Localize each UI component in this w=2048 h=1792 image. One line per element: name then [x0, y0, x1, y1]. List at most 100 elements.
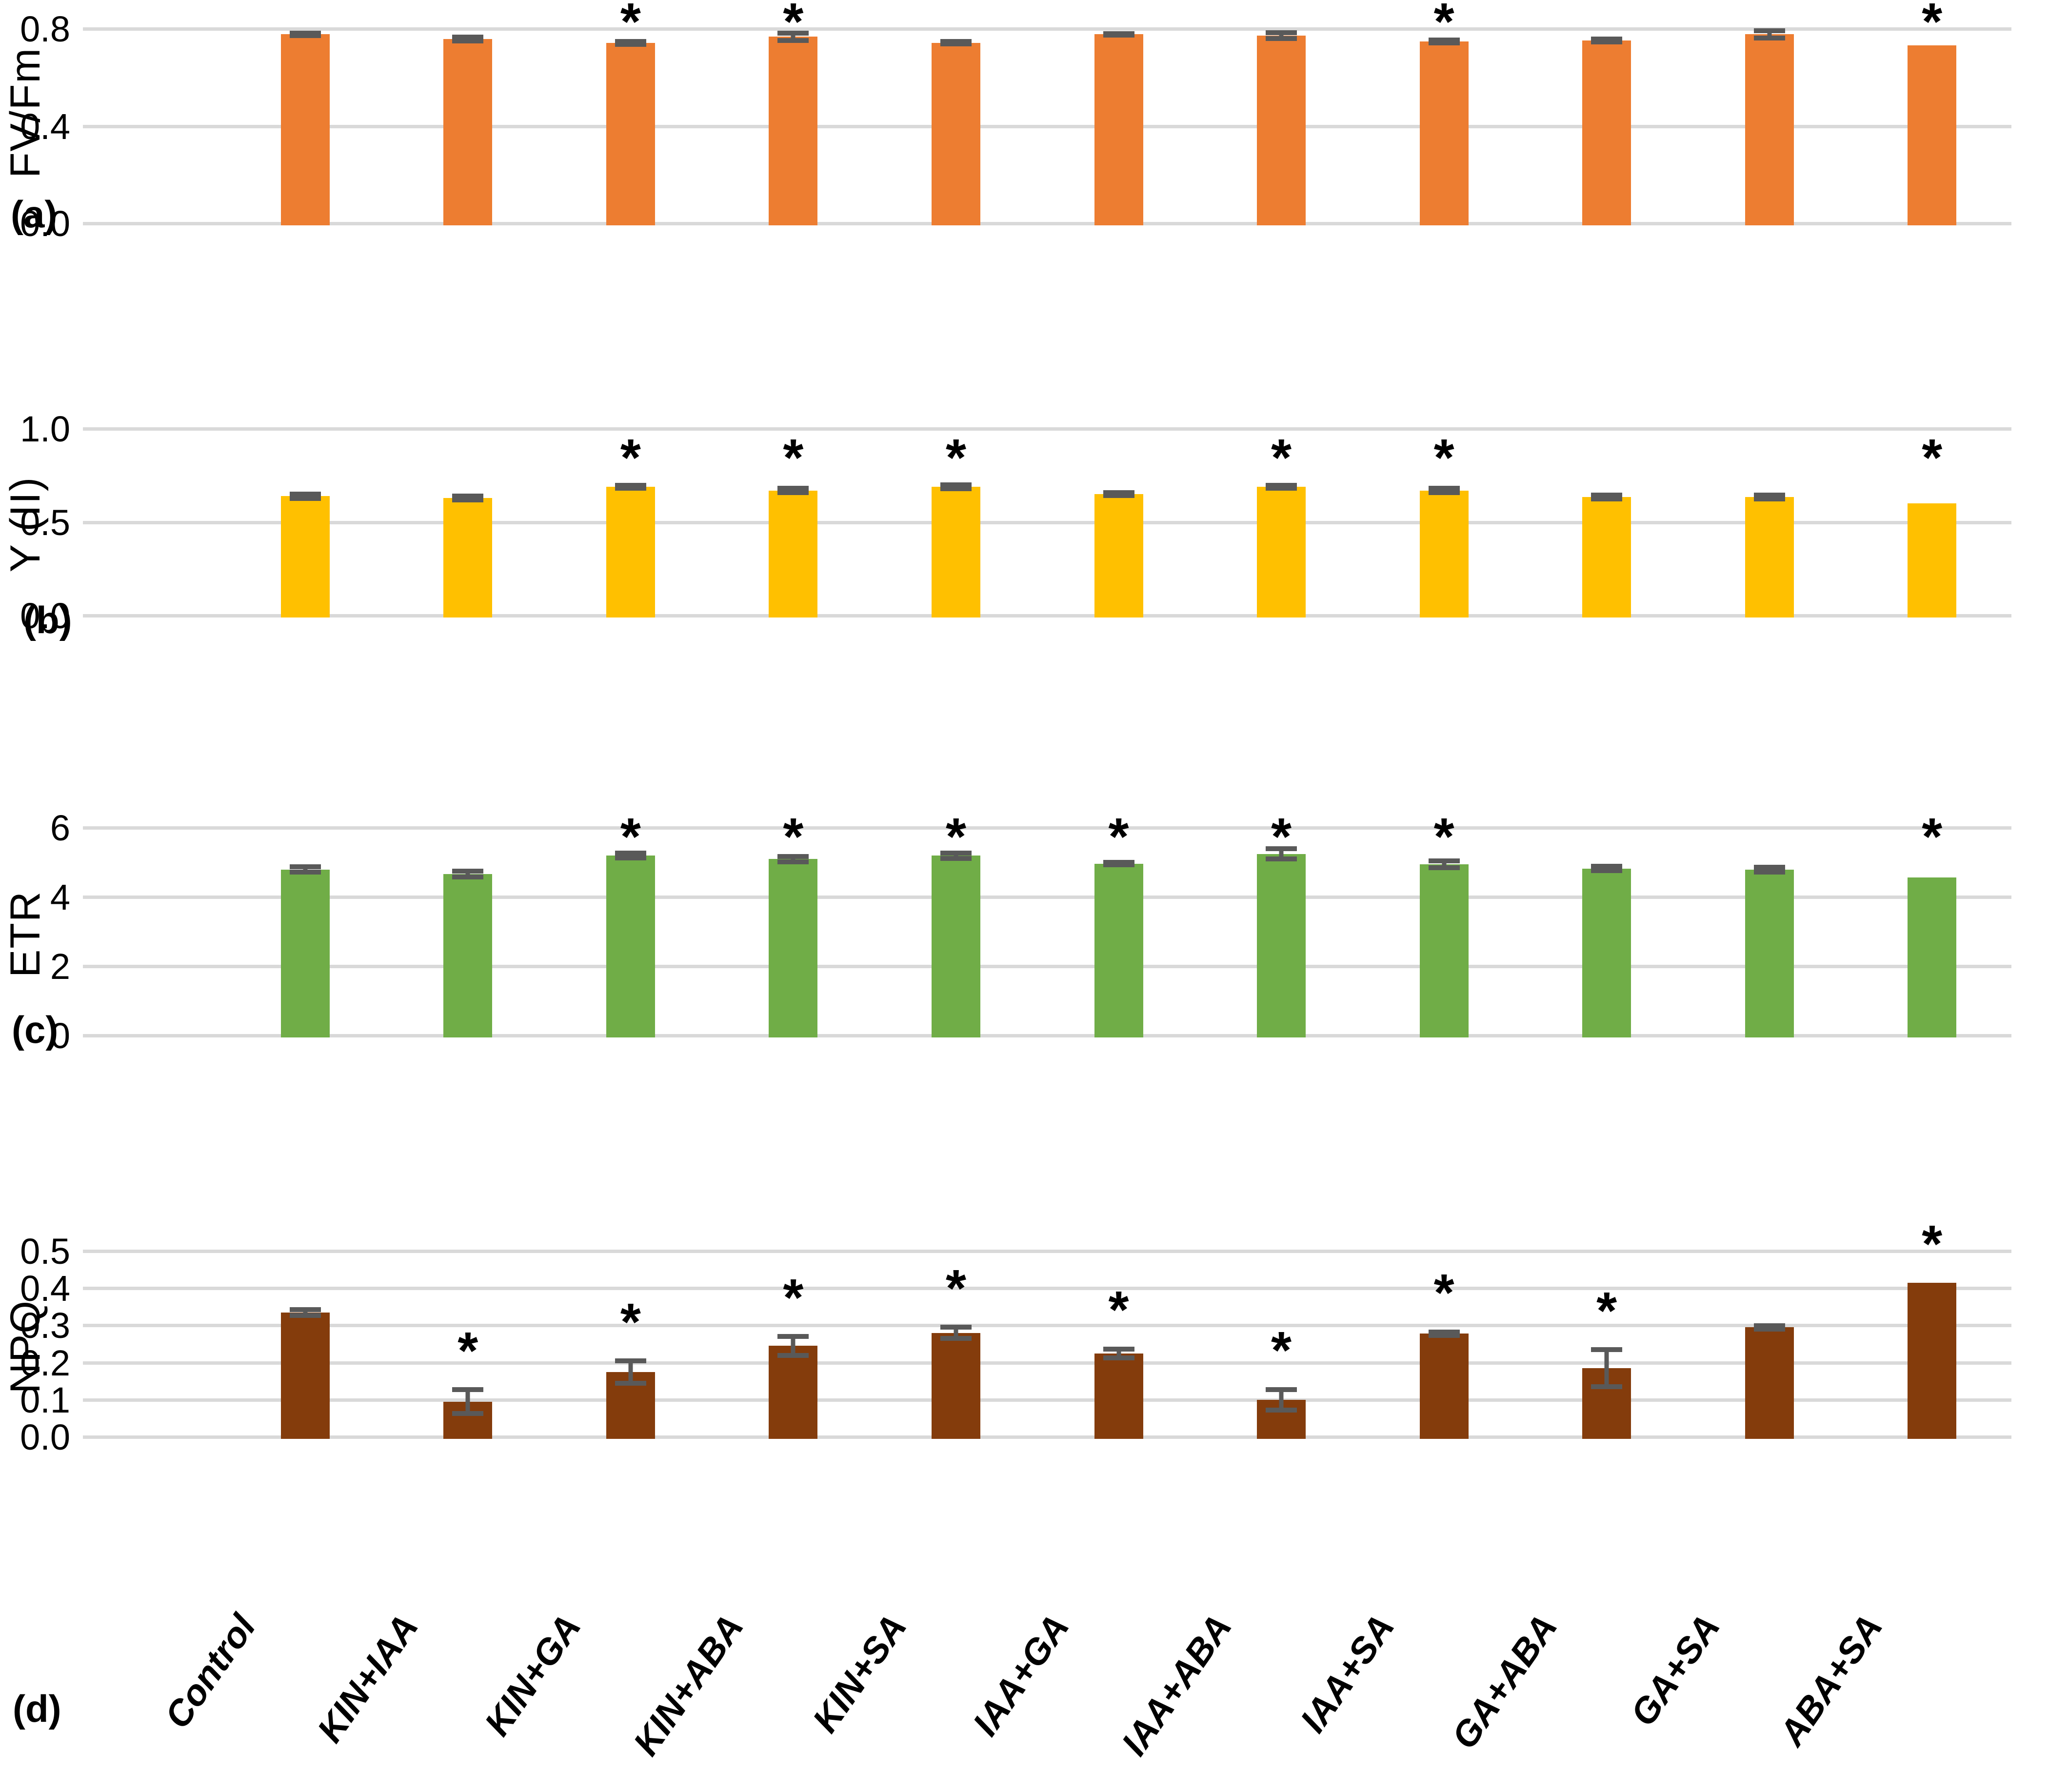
significance-asterisk: *: [620, 1292, 641, 1351]
error-bar-cap: [452, 869, 484, 874]
significance-asterisk: *: [1433, 428, 1454, 487]
y-tick-label: 0.5: [20, 1231, 70, 1272]
error-bar-cap: [1428, 490, 1460, 496]
bar: [931, 486, 980, 617]
x-tick-cell: Control: [157, 1439, 387, 1790]
error-bar-line: [1442, 860, 1447, 868]
error-bar-cap: [777, 31, 809, 36]
significance-asterisk: *: [620, 806, 641, 866]
error-bar: [1103, 1346, 1134, 1360]
bar-group: *: [1200, 390, 1363, 617]
bar-group: [224, 0, 387, 225]
error-bar: [940, 39, 972, 47]
error-bar-cap: [940, 850, 972, 856]
significance-asterisk: *: [1108, 806, 1129, 866]
error-bar-line: [1116, 1349, 1121, 1358]
error-bar-cap: [1266, 856, 1297, 862]
error-bar: [1266, 30, 1297, 41]
bar-group: [1200, 0, 1363, 225]
panel-letter: (a): [11, 193, 58, 236]
bar-group: *: [1363, 1219, 1526, 1439]
significance-asterisk: *: [1271, 1320, 1292, 1380]
y-tick-label: 0.4: [20, 1268, 70, 1309]
bar: [1419, 490, 1469, 617]
y-tick-label: 0.0: [20, 1417, 70, 1458]
bar-group: *: [549, 1219, 712, 1439]
error-bar-line: [954, 1327, 958, 1339]
error-bar-cap: [289, 870, 321, 875]
y-axis-title: ETR: [2, 891, 49, 978]
error-bar-line: [791, 1336, 795, 1355]
bar: [1582, 497, 1631, 617]
significance-asterisk: *: [1433, 1263, 1454, 1322]
error-bar-cap: [615, 856, 646, 861]
error-bar-cap: [1103, 1346, 1134, 1352]
significance-asterisk: *: [1922, 428, 1943, 487]
bar-group: *: [1525, 1219, 1688, 1439]
bar: [1257, 486, 1306, 617]
gridline: [83, 1361, 2011, 1365]
bars-row: * * * * * *: [224, 390, 2013, 617]
error-bar-cap: [777, 1353, 809, 1358]
y-tick-label: 4: [50, 877, 70, 918]
error-bar-cap: [1753, 493, 1785, 498]
error-bar-cap: [1103, 33, 1134, 38]
error-bar-cap: [1753, 1323, 1785, 1328]
error-bar: [615, 851, 646, 861]
error-bar: [1591, 1347, 1623, 1390]
bar: [1582, 40, 1631, 225]
bar-group: *: [1850, 0, 2013, 225]
gridline: [83, 1324, 2011, 1328]
significance-asterisk: *: [945, 1258, 966, 1318]
error-bar: [1591, 864, 1623, 873]
error-bar-line: [791, 33, 795, 40]
error-bar: [452, 869, 484, 879]
error-bar: [777, 1334, 809, 1358]
error-bar-cap: [940, 856, 972, 861]
bar: [280, 34, 330, 225]
x-tick-cell: KIN+ABA: [625, 1439, 875, 1790]
error-bar-cap: [289, 33, 321, 38]
plot-area: 0 2 4 6: [50, 797, 2011, 1054]
error-bar-line: [1767, 31, 1772, 38]
error-bar-cap: [1591, 868, 1623, 873]
error-bar-cap: [1266, 482, 1297, 488]
bar: [1094, 1353, 1143, 1439]
error-bar-cap: [452, 874, 484, 879]
error-bar-line: [1279, 33, 1284, 39]
bar: [769, 37, 818, 225]
bar: [1094, 494, 1143, 617]
bar-group: *: [875, 390, 1037, 617]
bar-group: *: [1037, 797, 1200, 1037]
error-bar-cap: [940, 486, 972, 491]
bar-group: [224, 797, 387, 1037]
error-bar-cap: [777, 38, 809, 43]
bar: [280, 1312, 330, 1439]
error-bar-cap: [1591, 36, 1623, 41]
y-tick-label: 0.3: [20, 1305, 70, 1346]
error-bar: [289, 491, 321, 501]
error-bar-cap: [615, 39, 646, 44]
error-bar: [452, 494, 484, 502]
bar: [1419, 41, 1469, 225]
error-bar-cap: [777, 486, 809, 491]
error-bar: [615, 39, 646, 47]
error-bar-cap: [1266, 36, 1297, 41]
significance-asterisk: *: [457, 1321, 478, 1380]
gridline: [83, 896, 2011, 899]
error-bar-cap: [1428, 40, 1460, 46]
error-bar-line: [1279, 849, 1284, 859]
error-bar: [615, 1358, 646, 1386]
bar-group: [387, 797, 550, 1037]
error-bar-cap: [1591, 1384, 1623, 1390]
y-tick-label: 0.1: [20, 1379, 70, 1420]
error-bar-cap: [1428, 38, 1460, 43]
bar-group: [224, 390, 387, 617]
significance-asterisk: *: [783, 0, 804, 51]
error-bar-cap: [615, 41, 646, 47]
significance-asterisk: *: [783, 428, 804, 487]
bar-group: *: [1850, 1217, 2013, 1439]
error-bar: [1753, 493, 1785, 501]
significance-asterisk: *: [1108, 1280, 1129, 1339]
error-bar-cap: [1103, 862, 1134, 868]
